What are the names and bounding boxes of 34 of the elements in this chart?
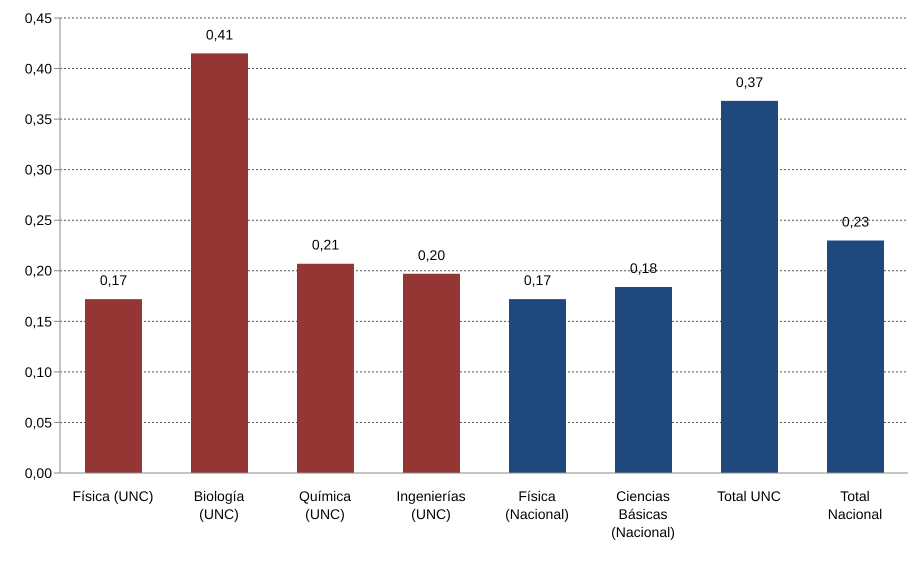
x-tick-label: Ciencias Básicas (Nacional)	[611, 488, 675, 540]
x-tick-label: Física (Nacional)	[505, 488, 569, 522]
bar	[85, 299, 142, 473]
data-label: 0,41	[206, 26, 234, 42]
y-tick-label: 0,20	[24, 262, 52, 279]
x-tick-label: Total UNC	[717, 488, 781, 504]
data-label: 0,20	[418, 246, 446, 263]
y-tick-label: 0,35	[24, 111, 52, 128]
data-label: 0,21	[312, 236, 340, 253]
bar	[509, 299, 566, 473]
data-label: 0,18	[630, 260, 658, 276]
y-tick-label: 0,05	[24, 414, 52, 430]
data-label: 0,17	[100, 272, 128, 288]
bar	[191, 53, 248, 473]
x-tick-label: Total Nacional	[828, 488, 882, 522]
bar	[297, 264, 354, 473]
x-tick-label: Ingenierías (UNC)	[396, 488, 466, 522]
y-tick-label: 0,00	[24, 464, 52, 481]
bar	[403, 274, 460, 473]
y-tick-label: 0,45	[24, 10, 52, 26]
y-tick-label: 0,30	[24, 162, 52, 178]
y-tick-label: 0,15	[24, 313, 52, 330]
y-tick-label: 0,10	[24, 364, 52, 380]
bar	[615, 286, 672, 473]
y-tick-label: 0,40	[24, 60, 52, 77]
bar	[827, 240, 884, 473]
x-tick-label: Física (UNC)	[72, 488, 154, 504]
data-label: 0,23	[842, 213, 870, 230]
x-tick-label: Química (UNC)	[298, 488, 352, 522]
bar	[721, 100, 778, 473]
y-tick-label: 0,25	[24, 212, 52, 228]
data-label: 0,17	[524, 272, 552, 288]
x-tick-label: Biología (UNC)	[194, 488, 245, 522]
data-label: 0,37	[736, 74, 764, 90]
